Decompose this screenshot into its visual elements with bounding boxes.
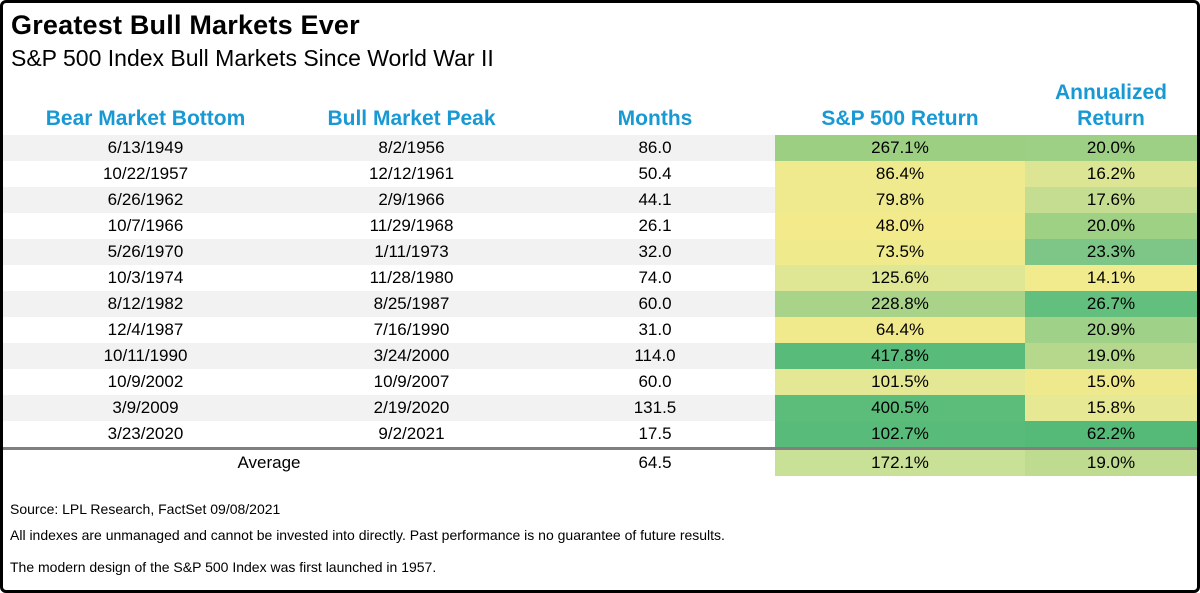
table-row: 3/9/2009 2/19/2020 131.5 400.5% 15.8% [3,395,1197,421]
sp500-return-cell: 101.5% [775,369,1025,395]
bull-market-peak-cell: 9/2/2021 [378,424,445,443]
months-cell: 17.5 [638,424,672,443]
average-label-cell: Average [3,447,535,476]
table-row: 5/26/1970 1/11/1973 32.0 73.5% 23.3% [3,239,1197,265]
bull-market-peak-cell: 2/19/2020 [288,395,535,421]
months-cell: 74.0 [638,268,672,287]
bull-market-peak-cell: 7/16/1990 [373,320,450,339]
table-header: Bear Market Bottom Bull Market Peak Mont… [3,74,1197,135]
annualized-return-cell: 14.1% [1025,265,1197,291]
table-row: 6/13/1949 8/2/1956 86.0 267.1% 20.0% [3,135,1197,161]
annualized-return-cell: 20.0% [1025,213,1197,239]
bear-market-bottom-cell: 12/4/1987 [107,320,184,339]
bull-markets-table: Bear Market Bottom Bull Market Peak Mont… [3,74,1197,476]
disclaimer-text: All indexes are unmanaged and cannot be … [10,527,725,543]
sp500-return-cell: 228.8% [775,291,1025,317]
annualized-return-cell: 19.0% [1025,343,1197,369]
bull-market-peak-cell: 8/25/1987 [288,291,535,317]
footer: Source: LPL Research, FactSet 09/08/2021… [10,501,1197,575]
bull-market-peak-cell: 11/28/1980 [369,268,454,287]
bear-market-bottom-cell: 3/9/2009 [3,395,288,421]
bull-market-peak-cell: 1/11/1973 [288,239,535,265]
annualized-return-cell: 20.0% [1025,135,1197,161]
bear-market-bottom-cell: 10/9/2002 [107,372,184,391]
bull-market-peak-cell: 8/2/1956 [288,135,535,161]
table-footer: Average 64.5 172.1% 19.0% [3,447,1197,476]
table-row: 10/22/1957 12/12/1961 50.4 86.4% 16.2% [3,161,1197,187]
bear-market-bottom-cell: 6/13/1949 [3,135,288,161]
table-row: 3/23/2020 9/2/2021 17.5 102.7% 62.2% [3,421,1197,449]
table-row: 12/4/1987 7/16/1990 31.0 64.4% 20.9% [3,317,1197,343]
sp500-return-cell: 102.7% [775,421,1025,449]
average-row: Average 64.5 172.1% 19.0% [3,447,1197,476]
bear-market-bottom-cell: 10/3/1974 [107,268,184,287]
sp500-return-cell: 79.8% [775,187,1025,213]
table-row: 10/9/2002 10/9/2007 60.0 101.5% 15.0% [3,369,1197,395]
page-subtitle: S&P 500 Index Bull Markets Since World W… [11,45,494,71]
months-cell: 114.0 [535,343,775,369]
column-header-sp500-return: S&P 500 Return [821,107,979,130]
bull-market-peak-cell: 12/12/1961 [368,164,455,183]
average-months-cell: 64.5 [535,447,775,476]
sp500-return-cell: 48.0% [775,213,1025,239]
months-cell: 60.0 [638,372,672,391]
note-text: The modern design of the S&P 500 Index w… [10,559,437,575]
months-cell: 131.5 [535,395,775,421]
average-sp500-cell: 172.1% [775,447,1025,476]
months-cell: 44.1 [535,187,775,213]
bull-market-peak-cell: 2/9/1966 [288,187,535,213]
source-text: Source: LPL Research, FactSet 09/08/2021 [10,501,281,517]
months-cell: 50.4 [638,164,672,183]
months-cell: 32.0 [535,239,775,265]
bear-market-bottom-cell: 6/26/1962 [3,187,288,213]
bear-market-bottom-cell: 5/26/1970 [3,239,288,265]
table-row: 10/3/1974 11/28/1980 74.0 125.6% 14.1% [3,265,1197,291]
bear-market-bottom-cell: 10/22/1957 [102,164,189,183]
column-header-months: Months [617,107,693,130]
sp500-return-cell: 267.1% [775,135,1025,161]
sp500-return-cell: 73.5% [775,239,1025,265]
bear-market-bottom-cell: 10/7/1966 [107,216,184,235]
table-row: 10/7/1966 11/29/1968 26.1 48.0% 20.0% [3,213,1197,239]
bull-market-peak-cell: 11/29/1968 [369,216,454,235]
column-header-bull-market-peak: Bull Market Peak [327,107,496,130]
months-cell: 86.0 [535,135,775,161]
bear-market-bottom-cell: 3/23/2020 [107,424,184,443]
months-cell: 31.0 [638,320,672,339]
sp500-return-cell: 86.4% [775,161,1025,187]
table-row: 6/26/1962 2/9/1966 44.1 79.8% 17.6% [3,187,1197,213]
annualized-return-cell: 26.7% [1025,291,1197,317]
sp500-return-cell: 64.4% [775,317,1025,343]
annualized-return-cell: 62.2% [1025,421,1197,449]
annualized-return-cell: 15.8% [1025,395,1197,421]
bear-market-bottom-cell: 10/11/1990 [3,343,288,369]
table-row: 8/12/1982 8/25/1987 60.0 228.8% 26.7% [3,291,1197,317]
average-annualized-cell: 19.0% [1025,447,1197,476]
annualized-return-cell: 16.2% [1025,161,1197,187]
column-header-annualized-return: Annualized Return [1054,81,1167,130]
months-cell: 26.1 [638,216,672,235]
sp500-return-cell: 400.5% [775,395,1025,421]
bear-market-bottom-cell: 8/12/1982 [3,291,288,317]
annualized-return-cell: 15.0% [1025,369,1197,395]
bull-market-peak-cell: 10/9/2007 [373,372,450,391]
months-cell: 60.0 [535,291,775,317]
column-header-bear-market-bottom: Bear Market Bottom [45,107,246,130]
bull-market-peak-cell: 3/24/2000 [288,343,535,369]
sp500-return-cell: 417.8% [775,343,1025,369]
header-row: Bear Market Bottom Bull Market Peak Mont… [3,74,1197,135]
annualized-return-cell: 23.3% [1025,239,1197,265]
sp500-return-cell: 125.6% [775,265,1025,291]
page-title: Greatest Bull Markets Ever [11,10,360,40]
annualized-return-cell: 20.9% [1025,317,1197,343]
annualized-return-cell: 17.6% [1025,187,1197,213]
table-body: 6/13/1949 8/2/1956 86.0 267.1% 20.0% 10/22/19… [3,135,1197,449]
table-row: 10/11/1990 3/24/2000 114.0 417.8% 19.0% [3,343,1197,369]
